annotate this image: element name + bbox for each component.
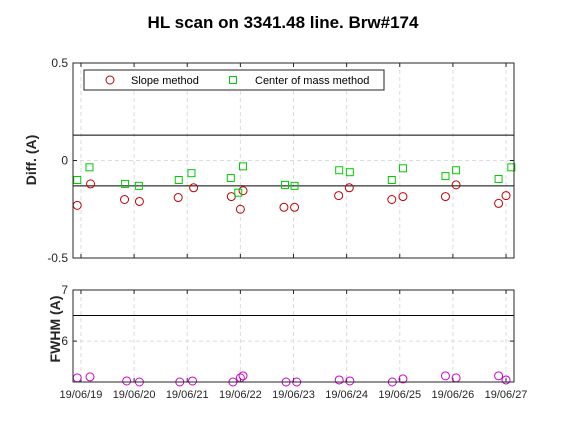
top-series-0-point bbox=[134, 196, 144, 206]
x-tick-label: 19/06/23 bbox=[272, 389, 315, 401]
top-series-1-point bbox=[85, 163, 94, 172]
top-series-1-point bbox=[134, 181, 143, 190]
top-series-1-point bbox=[174, 176, 183, 184]
top-series-1-point bbox=[452, 166, 461, 175]
top-series-1-point bbox=[345, 168, 354, 177]
top-series-0-point bbox=[290, 202, 300, 212]
top-series-1-point bbox=[335, 166, 344, 175]
top-y-tick-label: 0.5 bbox=[51, 56, 68, 70]
bottom-series-0-point bbox=[122, 376, 132, 386]
bottom-axes-frame bbox=[72, 289, 515, 383]
legend-marker-slope bbox=[105, 75, 115, 85]
top-series-0-point bbox=[173, 193, 183, 203]
bottom-series-0-point bbox=[334, 375, 344, 385]
top-series-1-point bbox=[507, 163, 516, 172]
top-series-1-point bbox=[398, 164, 407, 173]
top-series-0-point bbox=[398, 192, 408, 202]
x-tick-label: 19/06/19 bbox=[60, 389, 103, 401]
x-tick-label: 19/06/21 bbox=[166, 389, 209, 401]
bottom-series-0-point bbox=[501, 375, 511, 385]
top-y-tick-label: 0 bbox=[61, 154, 68, 168]
bottom-y-tick-label: 7 bbox=[61, 283, 68, 297]
top-series-0-point bbox=[344, 183, 354, 193]
top-series-1-point bbox=[226, 174, 235, 183]
bottom-series-0-point bbox=[85, 372, 95, 382]
bottom-series-0-point bbox=[345, 376, 355, 386]
top-series-1-point bbox=[441, 172, 450, 181]
top-series-0-point bbox=[86, 179, 96, 189]
bottom-plot: 19/06/19 19/06/20 19/06/21 19/06/22 19/06/23… bbox=[60, 283, 528, 401]
bottom-series-0-point bbox=[398, 374, 408, 384]
top-series-1-point bbox=[187, 169, 196, 178]
top-series-0-point bbox=[238, 186, 248, 196]
top-plot: -0.5 0 0.5 bbox=[47, 56, 516, 265]
bottom-series-0-point bbox=[494, 371, 504, 381]
x-tick-label: 19/06/20 bbox=[113, 389, 156, 401]
bottom-series-0-point bbox=[238, 371, 248, 381]
legend-box bbox=[83, 69, 385, 91]
top-series-0-point bbox=[451, 180, 461, 190]
top-series-0-point bbox=[279, 202, 289, 212]
top-series-0-point bbox=[440, 192, 450, 202]
top-series-1-point bbox=[387, 176, 396, 184]
x-tick-label: 19/06/24 bbox=[325, 389, 368, 401]
bottom-y-tick-label: 6 bbox=[61, 334, 68, 348]
top-series-0-point bbox=[235, 204, 245, 214]
top-series-1-point bbox=[121, 179, 130, 188]
legend-label-center-of-mass: Center of mass method bbox=[255, 75, 369, 87]
top-series-0-point bbox=[334, 191, 344, 201]
chart-title: HL scan on 3341.48 line. Brw#174 bbox=[148, 13, 419, 32]
top-series-0-point bbox=[189, 183, 199, 193]
x-tick-label: 19/06/26 bbox=[431, 389, 474, 401]
top-series-0-point bbox=[120, 195, 130, 204]
top-series-1-point bbox=[239, 162, 248, 171]
top-series-1-point bbox=[494, 175, 503, 184]
top-series-1-point bbox=[234, 188, 243, 197]
top-y-axis-label: Diff. (A) bbox=[23, 135, 39, 186]
legend-label-slope: Slope method bbox=[131, 75, 199, 87]
top-series-1-point bbox=[280, 180, 289, 189]
top-series-1-point bbox=[290, 181, 299, 190]
bottom-y-axis-label: FWHM (A) bbox=[47, 296, 63, 363]
x-tick-label: 19/06/25 bbox=[378, 389, 421, 401]
legend: Slope method Center of mass method bbox=[83, 69, 385, 91]
top-series-0-point bbox=[501, 191, 511, 201]
legend-marker-center-of-mass bbox=[229, 76, 237, 84]
bottom-series-0-point bbox=[188, 376, 198, 386]
top-y-tick-label: -0.5 bbox=[47, 251, 68, 265]
top-series-0-point bbox=[494, 198, 504, 208]
bottom-series-0-point bbox=[440, 371, 450, 381]
top-series-0-point bbox=[387, 195, 397, 204]
x-tick-label: 19/06/22 bbox=[219, 389, 262, 401]
x-tick-label: 19/06/27 bbox=[485, 389, 528, 401]
top-series-1-point bbox=[73, 176, 82, 184]
top-axes-frame bbox=[72, 62, 515, 259]
